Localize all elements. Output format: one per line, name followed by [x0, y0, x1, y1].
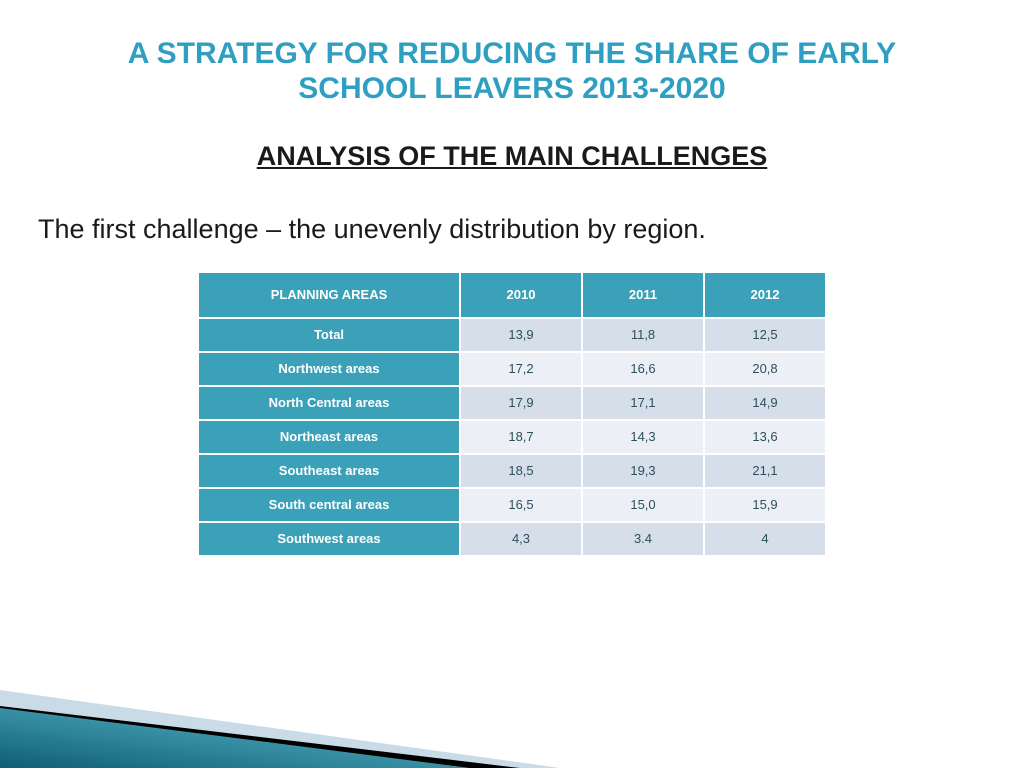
body-paragraph: The first challenge – the unevenly distr… [0, 214, 1024, 245]
table-row: Southwest areas4,33.44 [199, 523, 825, 555]
table-cell: 13,6 [705, 421, 825, 453]
table-cell: 12,5 [705, 319, 825, 351]
th-2012: 2012 [705, 273, 825, 317]
table-row: North Central areas17,917,114,9 [199, 387, 825, 419]
th-planning-areas: PLANNING AREAS [199, 273, 459, 317]
regions-table: PLANNING AREAS 2010 2011 2012 Total13,91… [197, 271, 827, 557]
row-label: North Central areas [199, 387, 459, 419]
row-label: Northwest areas [199, 353, 459, 385]
table-cell: 17,1 [583, 387, 703, 419]
table-cell: 15,0 [583, 489, 703, 521]
table-cell: 13,9 [461, 319, 581, 351]
table-cell: 16,5 [461, 489, 581, 521]
corner-decor [0, 558, 1024, 768]
row-label: Northeast areas [199, 421, 459, 453]
title-line2: SCHOOL LEAVERS 2013-2020 [298, 72, 725, 105]
table-body: Total13,911,812,5Northwest areas17,216,6… [199, 319, 825, 555]
row-label: Total [199, 319, 459, 351]
slide-subtitle: ANALYSIS OF THE MAIN CHALLENGES [0, 141, 1024, 172]
table-cell: 17,2 [461, 353, 581, 385]
table-row: Northwest areas17,216,620,8 [199, 353, 825, 385]
row-label: South central areas [199, 489, 459, 521]
th-2010: 2010 [461, 273, 581, 317]
table-row: South central areas16,515,015,9 [199, 489, 825, 521]
table-cell: 4 [705, 523, 825, 555]
table-row: Total13,911,812,5 [199, 319, 825, 351]
table-cell: 4,3 [461, 523, 581, 555]
table-cell: 18,5 [461, 455, 581, 487]
slide: A STRATEGY FOR REDUCING THE SHARE OF EAR… [0, 0, 1024, 768]
table-cell: 21,1 [705, 455, 825, 487]
table-cell: 18,7 [461, 421, 581, 453]
table-row: Southeast areas18,519,321,1 [199, 455, 825, 487]
table-header-row: PLANNING AREAS 2010 2011 2012 [199, 273, 825, 317]
table-cell: 11,8 [583, 319, 703, 351]
table-cell: 16,6 [583, 353, 703, 385]
table-cell: 19,3 [583, 455, 703, 487]
table-cell: 15,9 [705, 489, 825, 521]
table-cell: 14,3 [583, 421, 703, 453]
row-label: Southeast areas [199, 455, 459, 487]
table-cell: 3.4 [583, 523, 703, 555]
row-label: Southwest areas [199, 523, 459, 555]
title-line1: A STRATEGY FOR REDUCING THE SHARE OF EAR… [128, 37, 896, 70]
slide-title: A STRATEGY FOR REDUCING THE SHARE OF EAR… [0, 0, 1024, 107]
table-cell: 20,8 [705, 353, 825, 385]
table-row: Northeast areas18,714,313,6 [199, 421, 825, 453]
th-2011: 2011 [583, 273, 703, 317]
table-cell: 14,9 [705, 387, 825, 419]
table-cell: 17,9 [461, 387, 581, 419]
